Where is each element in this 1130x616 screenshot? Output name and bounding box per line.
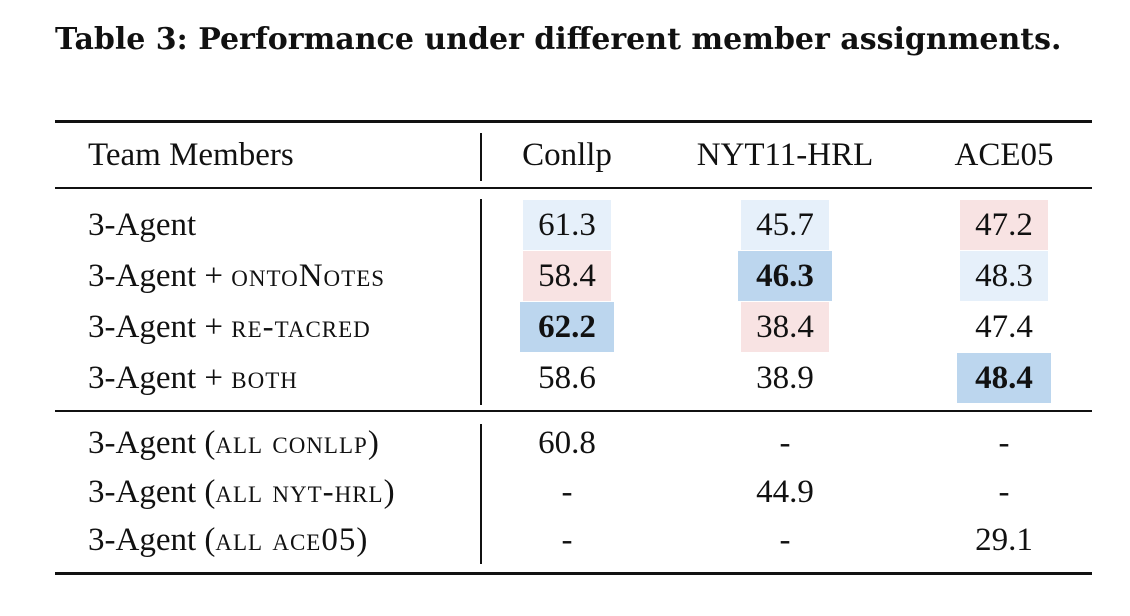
table-caption: Table 3: Performance under different mem… xyxy=(55,22,1062,57)
highlight-cell xyxy=(960,251,1048,301)
row-label-prefix: 3-Agent + xyxy=(88,258,232,294)
row-label: 3-Agent (all conllp) xyxy=(88,418,379,468)
cell-conllp: 60.8 xyxy=(538,425,596,461)
group2-separator xyxy=(480,424,482,564)
cell-nyt-best: 46.3 xyxy=(756,258,814,294)
row-label-prefix: 3-Agent ( xyxy=(88,425,216,461)
row-label-close: ) xyxy=(356,522,368,558)
cell-nyt: 38.4 xyxy=(756,309,814,345)
cell-ace: 29.1 xyxy=(975,522,1033,558)
row-label: 3-Agent + re-tacred xyxy=(88,302,371,352)
header-conllp: Conllp xyxy=(522,137,612,173)
header-separator xyxy=(480,133,482,181)
cell-conllp: 58.6 xyxy=(538,360,596,396)
cell-conllp-best: 62.2 xyxy=(538,309,596,345)
highlight-cell xyxy=(741,302,829,352)
header-nyt11-hrl: NYT11-HRL xyxy=(696,137,874,173)
row-label: 3-Agent xyxy=(88,200,196,250)
highlight-cell-best xyxy=(738,251,832,301)
highlight-cell-best xyxy=(957,353,1051,403)
cell-nyt: - xyxy=(779,522,791,558)
cell-conllp: 61.3 xyxy=(538,207,596,243)
cell-conllp: - xyxy=(561,522,573,558)
cell-nyt: 44.9 xyxy=(756,474,814,510)
row-label-dataset: re-tacred xyxy=(231,309,371,345)
cell-nyt: - xyxy=(779,425,791,461)
cell-ace-best: 48.4 xyxy=(975,360,1033,396)
highlight-cell xyxy=(741,200,829,250)
row-label-prefix: 3-Agent xyxy=(88,207,197,243)
header-rule xyxy=(55,187,1092,189)
header-ace05: ACE05 xyxy=(954,137,1054,173)
row-label-dataset: all ace05 xyxy=(215,522,357,558)
row-label-prefix: 3-Agent + xyxy=(88,309,232,345)
group1-separator xyxy=(480,199,482,405)
row-label: 3-Agent + ontoNotes xyxy=(88,251,385,301)
mid-rule xyxy=(55,410,1092,412)
cell-conllp: 58.4 xyxy=(538,258,596,294)
top-rule xyxy=(55,120,1092,123)
header-team-members: Team Members xyxy=(88,137,294,173)
cell-ace: 48.3 xyxy=(975,258,1033,294)
row-label-prefix: 3-Agent ( xyxy=(88,474,216,510)
row-label: 3-Agent + both xyxy=(88,353,298,403)
cell-nyt: 38.9 xyxy=(756,360,814,396)
cell-ace: 47.2 xyxy=(975,207,1033,243)
cell-nyt: 45.7 xyxy=(756,207,814,243)
highlight-cell xyxy=(523,251,611,301)
cell-ace: - xyxy=(998,474,1010,510)
row-label-dataset: all conllp xyxy=(215,425,368,461)
highlight-cell xyxy=(960,200,1048,250)
cell-conllp: - xyxy=(561,474,573,510)
row-label-close: ) xyxy=(367,425,379,461)
row-label-close: ) xyxy=(383,474,395,510)
row-label-prefix: 3-Agent + xyxy=(88,360,232,396)
row-label-prefix: 3-Agent ( xyxy=(88,522,216,558)
row-label-dataset: ontoNotes xyxy=(231,258,386,294)
bottom-rule xyxy=(55,572,1092,575)
cell-ace: 47.4 xyxy=(975,309,1033,345)
row-label: 3-Agent (all ace05) xyxy=(88,515,367,565)
row-label-dataset: all nyt-hrl xyxy=(215,474,384,510)
highlight-cell-best xyxy=(520,302,614,352)
row-label: 3-Agent (all nyt-hrl) xyxy=(88,467,395,517)
row-label-dataset: both xyxy=(231,360,298,396)
cell-ace: - xyxy=(998,425,1010,461)
highlight-cell xyxy=(523,200,611,250)
